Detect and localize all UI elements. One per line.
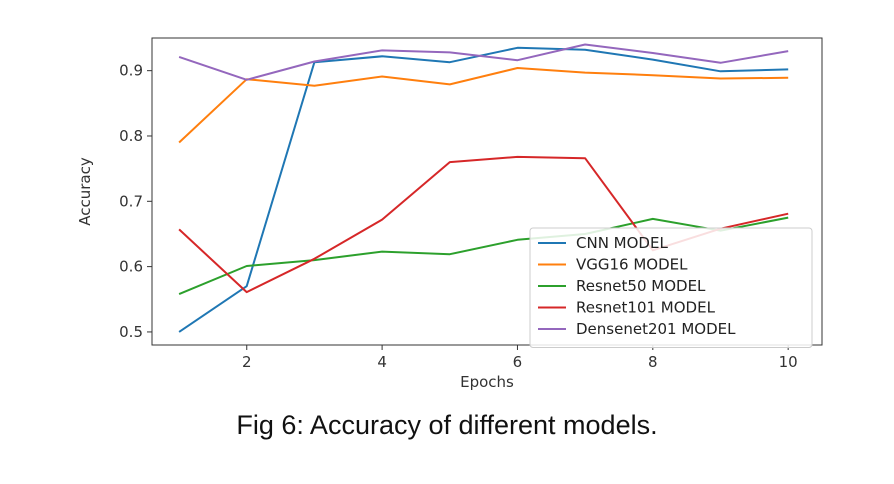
y-axis-ticks: 0.5 0.6 0.7 0.8 0.9: [119, 62, 152, 341]
series-line-cnn-model: [178, 46, 789, 333]
legend-entry-label: Resnet50 MODEL: [576, 277, 706, 295]
x-axis-ticks: 2 4 6 8 10: [242, 345, 798, 371]
x-tick-label: 10: [779, 353, 798, 371]
x-tick-label: 8: [648, 353, 658, 371]
accuracy-line-chart: 2 4 6 8 10 0.5 0.6 0.7 0.8 0.9 Epochs Accuracy C…: [76, 37, 823, 391]
legend-entry-label: Resnet101 MODEL: [576, 299, 716, 317]
x-tick-label: 6: [513, 353, 523, 371]
x-tick-label: 4: [377, 353, 387, 371]
figure-caption: Fig 6: Accuracy of different models.: [236, 410, 658, 440]
y-tick-label: 0.9: [119, 62, 143, 80]
y-axis-label: Accuracy: [76, 157, 94, 226]
y-tick-label: 0.7: [119, 192, 143, 210]
y-tick-label: 0.8: [119, 127, 143, 145]
legend-entry-label: CNN MODEL: [576, 234, 668, 252]
legend-box: [529, 227, 813, 348]
y-tick-label: 0.6: [119, 258, 143, 276]
plot-frame: [151, 37, 823, 346]
x-tick-label: 2: [242, 353, 252, 371]
y-tick-label: 0.5: [119, 323, 143, 341]
legend: CNN MODEL VGG16 MODEL Resnet50 MODEL Resnet…: [529, 227, 813, 348]
series-line-vgg16-model: [178, 67, 789, 144]
legend-entry-label: VGG16 MODEL: [576, 256, 688, 274]
legend-entry-label: Densenet201 MODEL: [576, 320, 736, 338]
series-line-densenet201-model: [178, 43, 789, 81]
plot-area: [151, 37, 823, 346]
x-axis-label: Epochs: [460, 373, 514, 391]
series-line-resnet50-model: [178, 216, 789, 296]
